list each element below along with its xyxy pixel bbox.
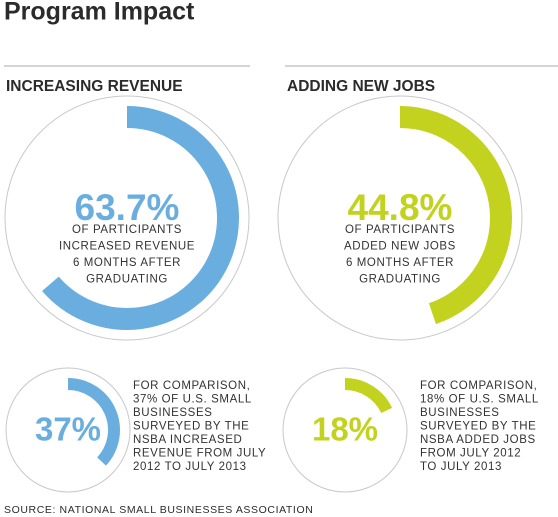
caption-line: 2012 TO JULY 2013 <box>133 461 247 473</box>
caption-line: TO JULY 2013 <box>420 461 502 473</box>
gauge-outline <box>277 95 523 341</box>
caption-line: 37% OF U.S. SMALL <box>133 394 252 406</box>
caption-line: BUSINESSES <box>420 407 500 419</box>
gauge-outline <box>4 95 250 341</box>
value-label: 18% <box>312 411 378 448</box>
value-label: 63.7% <box>75 187 180 228</box>
value-label: 37% <box>35 411 101 448</box>
caption-line: SURVEYED BY THE <box>133 421 249 433</box>
caption-line: 6 MONTHS AFTER <box>346 257 454 269</box>
gauge-outline <box>282 367 408 493</box>
caption-line: OF PARTICIPANTS <box>345 224 455 236</box>
caption-line: REVENUE FROM JULY <box>133 448 266 460</box>
caption-line: BUSINESSES <box>133 407 213 419</box>
caption-line: 6 MONTHS AFTER <box>73 257 181 269</box>
caption-line: GRADUATING <box>359 274 441 286</box>
caption-line: INCREASED REVENUE <box>59 241 195 253</box>
caption-line: NSBA INCREASED <box>133 434 242 446</box>
section-heading: ADDING NEW JOBS <box>287 78 435 95</box>
gauge-outline <box>5 367 131 493</box>
caption-line: SURVEYED BY THE <box>420 421 536 433</box>
caption-line: ADDED NEW JOBS <box>344 241 456 253</box>
caption-line: NSBA ADDED JOBS <box>420 434 536 446</box>
page-title: Program Impact <box>4 0 195 26</box>
caption-line: GRADUATING <box>86 274 168 286</box>
caption-line: OF PARTICIPANTS <box>72 224 182 236</box>
gauge-arc <box>67 378 120 466</box>
caption-line: FOR COMPARISON, <box>420 380 537 392</box>
gauge-arc <box>42 106 239 330</box>
caption-line: FROM JULY 2012 <box>420 448 521 460</box>
gauge-arc <box>344 378 393 414</box>
value-label: 44.8% <box>348 187 453 228</box>
caption-line: 18% OF U.S. SMALL <box>420 394 539 406</box>
source-note: SOURCE: NATIONAL SMALL BUSINESSES ASSOCI… <box>4 504 313 516</box>
section-heading: INCREASING REVENUE <box>6 78 183 95</box>
caption-line: FOR COMPARISON, <box>133 380 250 392</box>
gauge-arc <box>399 106 513 325</box>
